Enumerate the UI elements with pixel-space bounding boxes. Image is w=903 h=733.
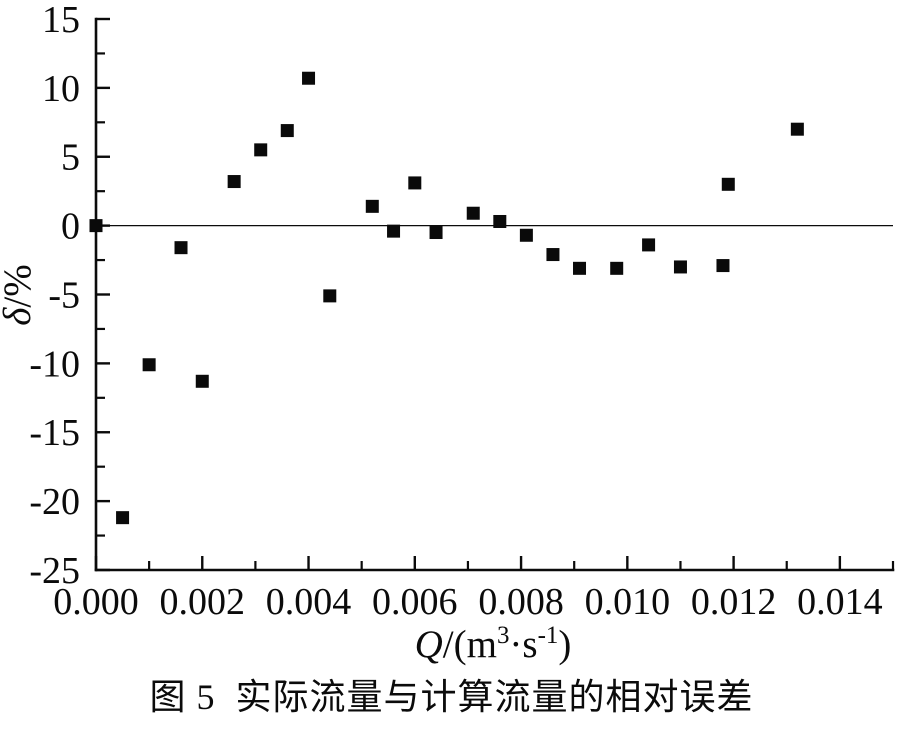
data-point [466, 206, 480, 220]
data-point [493, 214, 507, 228]
y-tick-label: -15 [29, 412, 80, 454]
y-tick-label: -25 [29, 550, 80, 592]
x-tick-label: 0.004 [266, 581, 352, 623]
figure-caption: 图 5 实际流量与计算流量的相对误差 [149, 677, 754, 717]
data-point [716, 259, 730, 273]
data-point [546, 248, 560, 262]
x-tick-label: 0.012 [691, 581, 777, 623]
data-point [302, 71, 316, 85]
y-tick-label: -20 [29, 481, 80, 523]
scatter-plot: 15 10 5 0 -5 -10 -15 -20 -250.000 0.002 0.004 0.006… [0, 0, 895, 666]
x-tick-label: 0.000 [53, 581, 139, 623]
y-tick-label: -5 [48, 274, 80, 316]
x-tick-label: 0.008 [478, 581, 564, 623]
data-point [673, 260, 687, 274]
data-point [195, 374, 209, 388]
data-point [429, 226, 443, 240]
data-point [387, 224, 401, 238]
data-point [174, 241, 188, 255]
data-point [721, 177, 735, 191]
y-tick-label: 5 [61, 137, 80, 179]
data-point [573, 261, 587, 275]
y-tick-label: -10 [29, 343, 80, 385]
y-tick-label: 10 [42, 68, 80, 110]
y-axis-title: δ/% [0, 264, 39, 325]
x-tick-label: 0.006 [372, 581, 458, 623]
y-tick-label: 0 [61, 206, 80, 248]
data-point [227, 175, 241, 189]
axes: 15 10 5 0 -5 -10 -15 -20 -250.000 0.002 0.004 0.006… [29, 0, 895, 623]
data-points [89, 71, 804, 525]
x-tick-label: 0.014 [797, 581, 883, 623]
data-point [408, 176, 422, 190]
data-point [323, 289, 337, 303]
x-axis-title: Q/(m3·s-1) [415, 622, 572, 666]
data-point [519, 228, 533, 242]
y-tick-label: 15 [42, 0, 80, 41]
data-point [254, 143, 268, 157]
data-point [142, 358, 156, 372]
data-point [116, 511, 130, 525]
data-point [280, 124, 294, 138]
data-point [790, 122, 804, 136]
data-point [610, 261, 624, 275]
data-point [89, 219, 103, 233]
x-tick-label: 0.010 [585, 581, 671, 623]
data-point [365, 199, 379, 213]
data-point [642, 238, 656, 252]
x-tick-label: 0.002 [160, 581, 246, 623]
